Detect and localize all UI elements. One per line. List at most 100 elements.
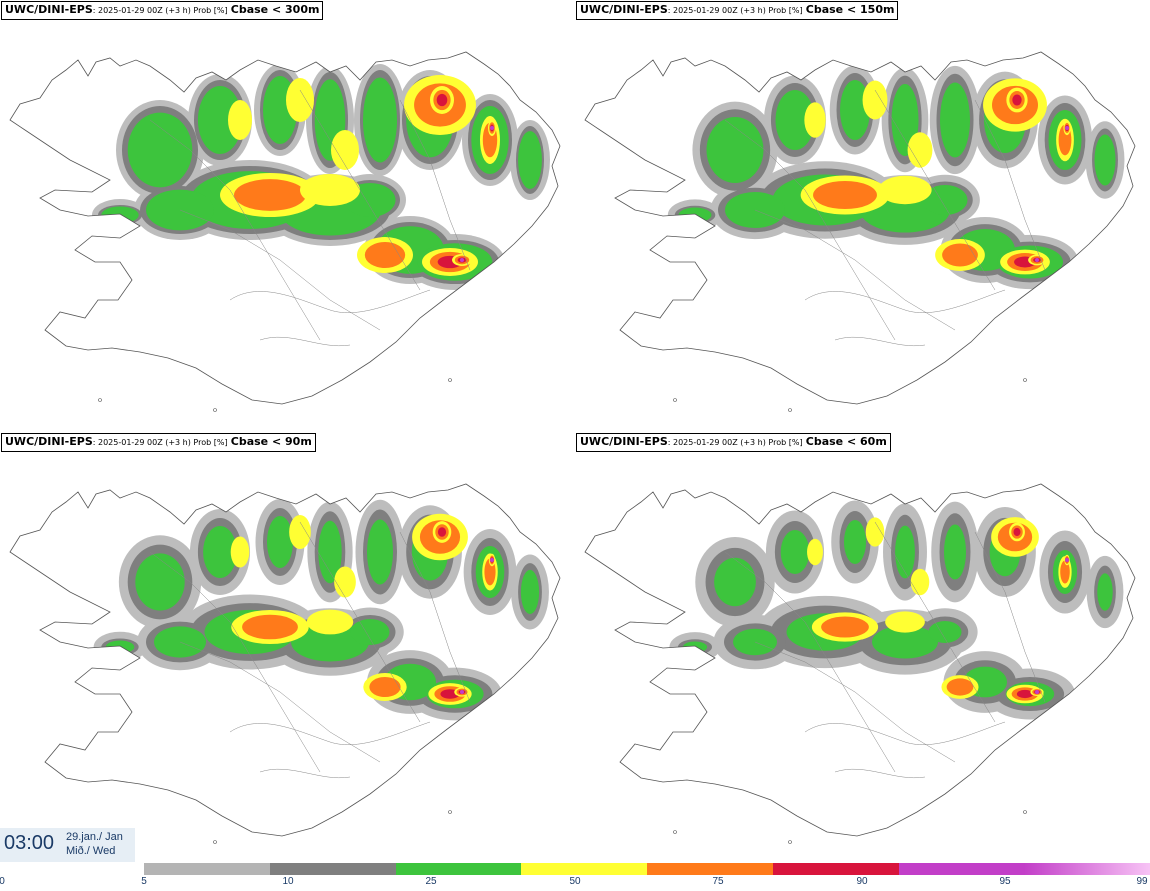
probability-area-25 bbox=[928, 621, 962, 643]
iceland-map bbox=[584, 483, 1136, 844]
colorbar-tick-label: 50 bbox=[569, 876, 581, 887]
iceland-map bbox=[9, 51, 561, 412]
region-boundary bbox=[149, 551, 321, 773]
probability-core bbox=[306, 609, 354, 635]
region-boundary bbox=[149, 119, 321, 341]
probability-core bbox=[813, 180, 877, 210]
probability-core bbox=[910, 568, 930, 596]
probability-area-25 bbox=[135, 553, 185, 611]
probability-area-25 bbox=[363, 77, 397, 163]
probability-core bbox=[907, 132, 933, 168]
island bbox=[1023, 378, 1027, 382]
region-boundary bbox=[874, 89, 996, 291]
run-info: : 2025-01-29 00Z (+3 h) Prob [%] bbox=[667, 6, 803, 15]
probability-core bbox=[1035, 690, 1039, 694]
colorbar-segment bbox=[772, 863, 899, 875]
probability-area-25 bbox=[291, 622, 369, 662]
probability-core bbox=[490, 558, 494, 562]
probability-core bbox=[436, 93, 448, 107]
region-boundary bbox=[804, 721, 1006, 745]
map-panel-cbase-300: UWC/DINI-EPS: 2025-01-29 00Z (+3 h) Prob… bbox=[0, 0, 575, 432]
run-info: : 2025-01-29 00Z (+3 h) Prob [%] bbox=[92, 438, 228, 447]
probability-area-25 bbox=[844, 520, 866, 564]
probability-colorbar bbox=[144, 863, 1150, 875]
map-panel-cbase-90: UWC/DINI-EPS: 2025-01-29 00Z (+3 h) Prob… bbox=[0, 432, 575, 864]
probability-area-25 bbox=[714, 557, 756, 607]
island bbox=[788, 840, 792, 844]
probability-core bbox=[1016, 689, 1034, 699]
map-panel-cbase-60: UWC/DINI-EPS: 2025-01-29 00Z (+3 h) Prob… bbox=[575, 432, 1150, 864]
region-boundary bbox=[399, 99, 471, 271]
probability-core bbox=[946, 678, 974, 696]
model-name: UWC/DINI-EPS bbox=[5, 435, 93, 448]
probability-core bbox=[289, 514, 311, 550]
model-name: UWC/DINI-EPS bbox=[5, 3, 93, 16]
model-name: UWC/DINI-EPS bbox=[580, 3, 668, 16]
region-boundary bbox=[974, 531, 1046, 703]
panel-title: UWC/DINI-EPS: 2025-01-29 00Z (+3 h) Prob… bbox=[576, 433, 891, 452]
colorbar-segment bbox=[395, 863, 522, 875]
valid-time: 03:00 bbox=[4, 832, 55, 854]
island bbox=[673, 830, 677, 834]
colorbar-tick-label: 10 bbox=[282, 876, 294, 887]
region-boundary bbox=[259, 768, 351, 779]
panel-title: UWC/DINI-EPS: 2025-01-29 00Z (+3 h) Prob… bbox=[1, 1, 324, 20]
region-boundary bbox=[804, 289, 1006, 313]
probability-area-25 bbox=[318, 520, 342, 584]
island bbox=[1023, 810, 1027, 814]
probability-area-25 bbox=[706, 117, 764, 183]
probability-core bbox=[1065, 558, 1069, 562]
probability-core bbox=[1065, 126, 1069, 130]
coastline bbox=[584, 483, 1136, 837]
colorbar-segment bbox=[521, 863, 648, 875]
colorbar-tick-label: 99 bbox=[1136, 876, 1148, 887]
probability-area-25 bbox=[518, 131, 542, 189]
run-info: : 2025-01-29 00Z (+3 h) Prob [%] bbox=[667, 438, 803, 447]
coastline bbox=[9, 483, 561, 837]
colorbar-tick-label: 75 bbox=[712, 876, 724, 887]
probability-core bbox=[334, 566, 356, 598]
probability-core bbox=[242, 614, 298, 640]
colorbar-segment bbox=[144, 863, 271, 875]
colorbar-tick-label: 90 bbox=[856, 876, 868, 887]
run-info: : 2025-01-29 00Z (+3 h) Prob [%] bbox=[92, 6, 228, 15]
probability-core bbox=[821, 616, 869, 638]
variable-label: Cbase < 90m bbox=[230, 435, 312, 448]
colorbar-tick-label: 0 bbox=[0, 876, 5, 887]
colorbar-segment bbox=[1024, 863, 1150, 875]
probability-core bbox=[807, 538, 823, 566]
probability-core bbox=[437, 527, 447, 537]
iceland-map bbox=[584, 51, 1136, 412]
island bbox=[98, 398, 102, 402]
island bbox=[448, 378, 452, 382]
region-boundary bbox=[299, 89, 421, 291]
colorbar-segment bbox=[898, 863, 1025, 875]
island bbox=[788, 408, 792, 412]
colorbar-tick-label: 95 bbox=[999, 876, 1011, 887]
probability-core bbox=[460, 690, 464, 694]
probability-core bbox=[286, 78, 314, 122]
probability-core bbox=[230, 536, 250, 568]
probability-area-25 bbox=[367, 519, 393, 585]
probability-core bbox=[460, 258, 464, 262]
probability-core bbox=[804, 102, 826, 138]
colorbar-tick-label: 5 bbox=[141, 876, 147, 887]
probability-core bbox=[234, 179, 306, 211]
probability-area-25 bbox=[840, 80, 870, 140]
probability-core bbox=[878, 175, 932, 205]
probability-area-25 bbox=[940, 82, 970, 158]
probability-area-25 bbox=[203, 526, 237, 578]
region-boundary bbox=[724, 551, 896, 773]
probability-area-25 bbox=[350, 619, 390, 645]
probability-core bbox=[331, 130, 359, 170]
variable-label: Cbase < 60m bbox=[805, 435, 887, 448]
probability-core bbox=[228, 100, 252, 140]
island bbox=[213, 408, 217, 412]
probability-area-25 bbox=[895, 525, 915, 579]
region-boundary bbox=[299, 521, 421, 723]
probability-area-25 bbox=[520, 569, 540, 615]
model-name: UWC/DINI-EPS bbox=[580, 435, 668, 448]
valid-weekday: Mið./ Wed bbox=[66, 845, 116, 857]
probability-core bbox=[300, 174, 360, 206]
probability-area-25 bbox=[775, 90, 815, 150]
